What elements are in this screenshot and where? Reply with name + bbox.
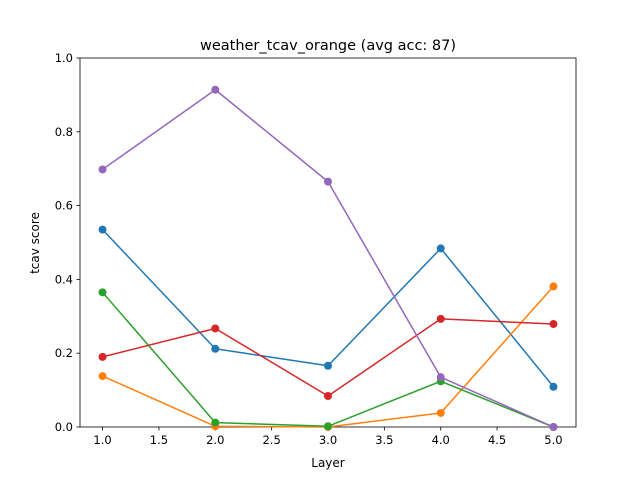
data-point bbox=[98, 352, 107, 361]
y-axis: 0.0 0.2 0.4 0.6 0.8 1.0 bbox=[55, 51, 80, 434]
x-tick-label: 1.0 bbox=[93, 433, 111, 447]
data-point bbox=[549, 423, 558, 431]
data-point bbox=[436, 244, 445, 253]
x-tick-label: 4.0 bbox=[432, 433, 450, 447]
data-point bbox=[324, 177, 332, 186]
x-tick-label: 3.5 bbox=[375, 433, 393, 447]
x-axis-label: Layer bbox=[311, 456, 345, 470]
y-tick-label: 0.8 bbox=[55, 125, 73, 139]
data-point bbox=[549, 320, 558, 329]
x-tick-label: 3.0 bbox=[319, 433, 337, 447]
x-tick-label: 1.5 bbox=[150, 433, 168, 447]
x-axis: 1.0 1.5 2.0 2.5 3.0 3.5 4.0 4.5 5.0 bbox=[93, 427, 563, 447]
series-layer bbox=[98, 85, 558, 431]
x-tick-label: 2.0 bbox=[206, 433, 224, 447]
y-tick-label: 0.4 bbox=[55, 272, 73, 286]
x-tick-label: 2.5 bbox=[262, 433, 280, 447]
plot-frame bbox=[79, 57, 577, 428]
x-tick-label: 5.0 bbox=[544, 433, 562, 447]
data-point bbox=[324, 392, 332, 401]
series-1 bbox=[98, 225, 558, 391]
data-point bbox=[549, 282, 558, 291]
data-point bbox=[549, 382, 558, 391]
data-point bbox=[98, 165, 107, 174]
data-point bbox=[211, 324, 220, 333]
data-point bbox=[98, 372, 107, 381]
data-point bbox=[211, 418, 220, 427]
data-point bbox=[324, 422, 332, 431]
x-tick-label: 4.5 bbox=[488, 433, 506, 447]
data-point bbox=[98, 225, 107, 234]
y-tick-label: 1.0 bbox=[55, 51, 73, 65]
data-point bbox=[211, 85, 220, 94]
y-axis-label: tcav score bbox=[28, 212, 42, 274]
data-point bbox=[98, 288, 107, 297]
data-point bbox=[436, 373, 445, 382]
y-tick-label: 0.6 bbox=[55, 199, 73, 213]
data-point bbox=[436, 408, 445, 417]
data-point bbox=[211, 344, 220, 353]
y-tick-label: 0.0 bbox=[55, 420, 73, 434]
y-tick-label: 0.2 bbox=[55, 346, 73, 360]
series-4 bbox=[98, 314, 558, 401]
plot-area bbox=[79, 57, 577, 428]
data-point bbox=[324, 361, 332, 370]
data-point bbox=[436, 314, 445, 323]
chart-title: weather_tcav_orange (avg acc: 87) bbox=[200, 38, 456, 54]
series-5 bbox=[98, 85, 558, 431]
